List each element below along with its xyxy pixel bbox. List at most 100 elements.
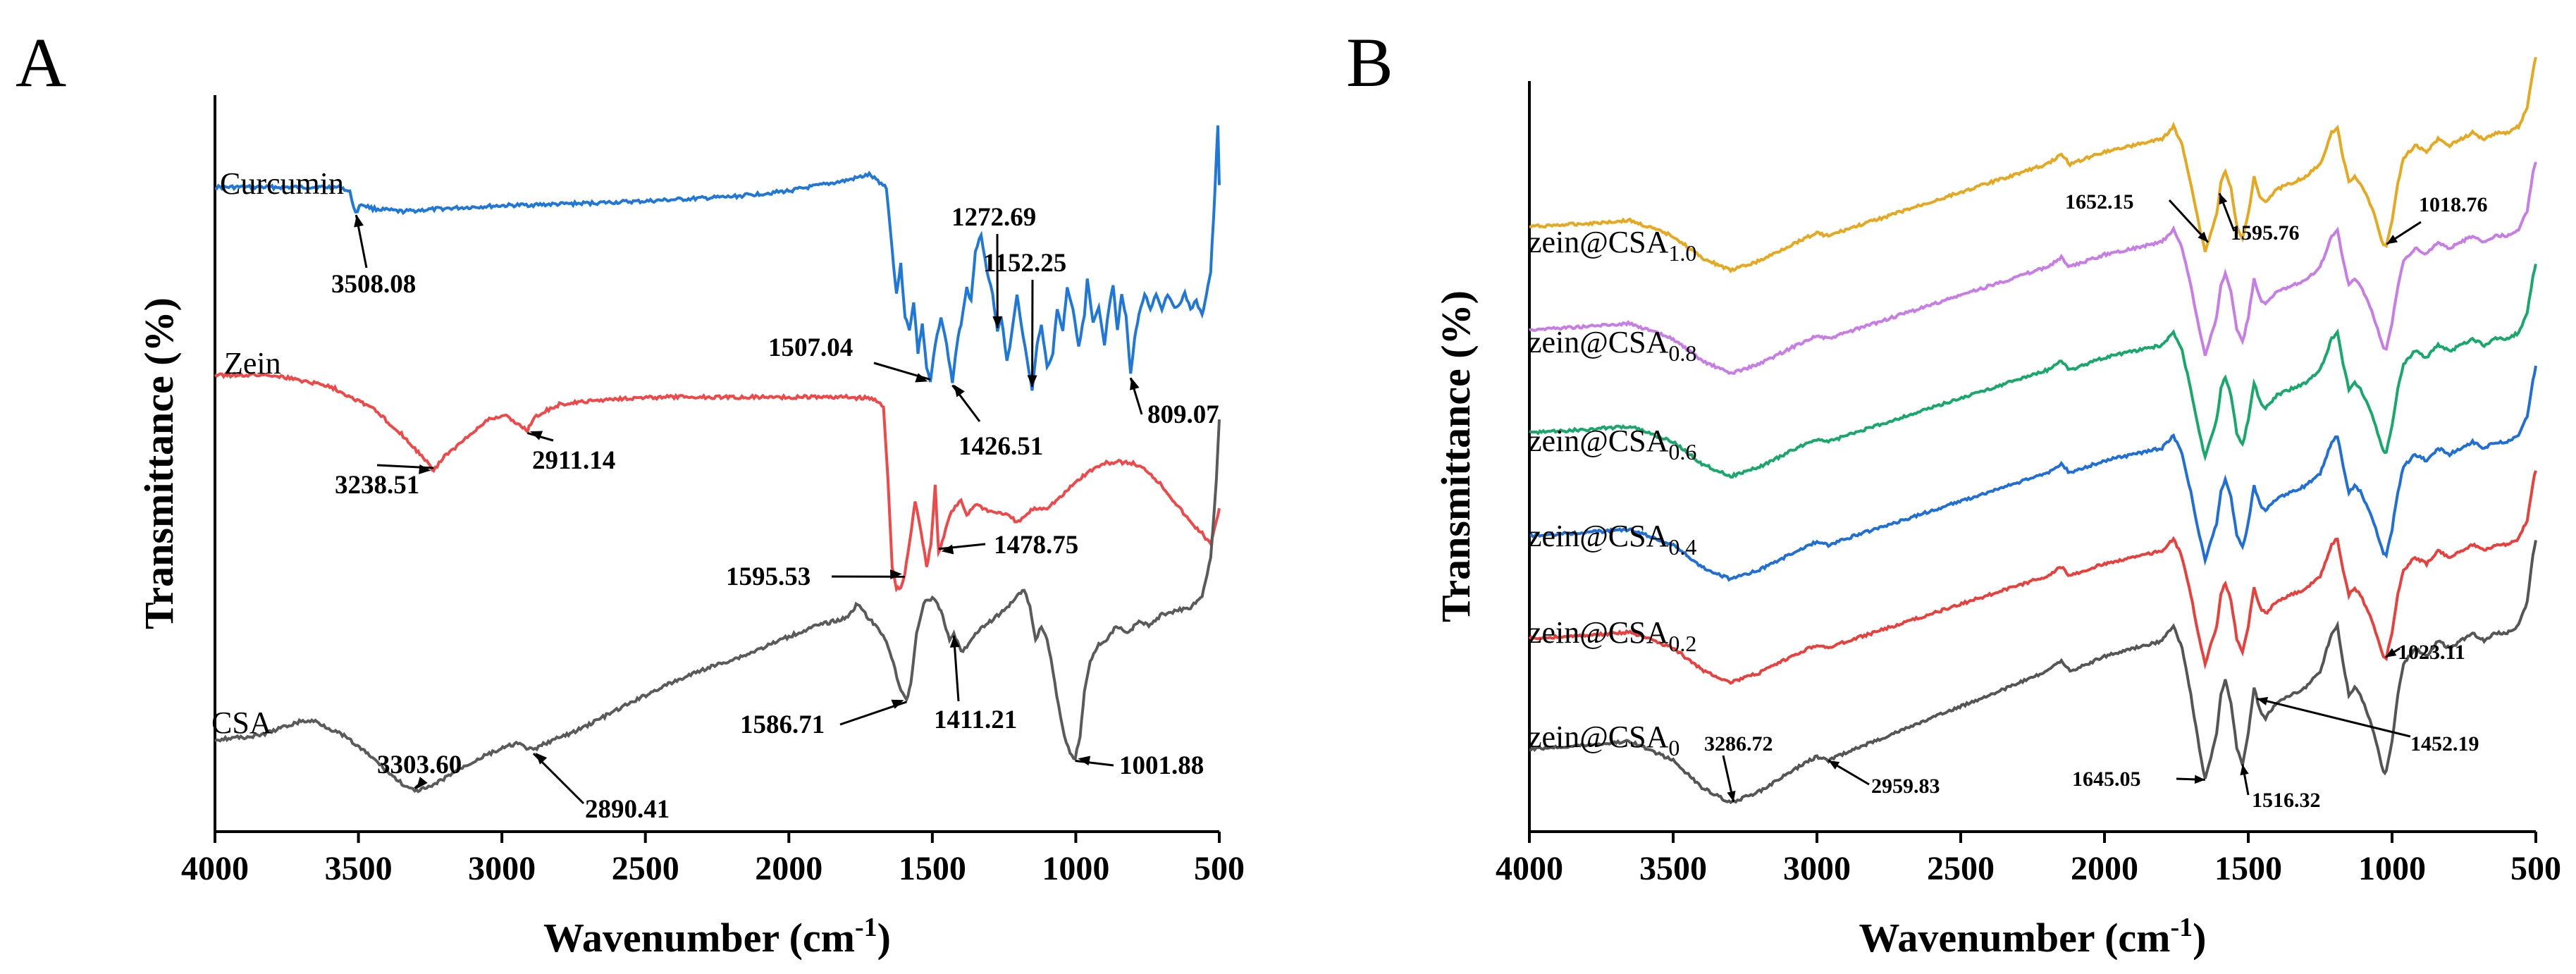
panel-b-letter: B (1346, 23, 1393, 101)
panel-b-x-tick-label-1500: 1500 (2214, 850, 2282, 887)
annotation-arrowhead-3286-72 (1727, 790, 1736, 802)
annotation-arrowhead-1516-32 (2240, 764, 2249, 776)
panel-b: B 4000 3500 3000 2500 2000 1500 1000 500 Wavenum… (1346, 23, 2561, 961)
series-line-zein-csa0-2 (1528, 470, 2537, 685)
panel-a-annotations: 3508.08 1272.69 1152.25 1507.04 1426.51 809.0… (331, 203, 1219, 824)
annotation-arrow-1001-88 (1075, 760, 1114, 767)
annotation-1426-51: 1426.51 (959, 432, 1043, 461)
annotation-1272-69: 1272.69 (951, 203, 1036, 232)
annotation-arrowhead-3238-51 (419, 464, 431, 474)
annotation-arrowhead-1018-76 (2386, 235, 2398, 245)
panel-a-x-tick-label-2500: 2500 (612, 850, 679, 887)
annotation-1001-88: 1001.88 (1119, 751, 1204, 780)
annotation-1507-04: 1507.04 (768, 333, 853, 362)
series-label-zein-csa0-4: zein@CSA0.4 (1528, 519, 1696, 560)
panel-a-lines (214, 125, 1221, 794)
annotation-arrowhead-1426-51 (954, 384, 965, 397)
annotation-arrowhead-1411-21 (949, 635, 960, 648)
annotation-arrow-1452-19 (2256, 697, 2411, 738)
panel-b-x-tick-label-1000: 1000 (2358, 850, 2426, 887)
annotation-1411-21: 1411.21 (934, 705, 1017, 734)
annotation-1595-53: 1595.53 (726, 562, 811, 591)
annotation-1478-75: 1478.75 (994, 531, 1078, 560)
panel-a-x-tick-label-3500: 3500 (325, 850, 393, 887)
series-label-zein-csa1-0: zein@CSA1.0 (1528, 225, 1696, 266)
series-line-zein-csa0-4 (1529, 365, 2537, 582)
annotation-arrowhead-1507-04 (915, 373, 928, 383)
annotation-arrowhead-1272-69 (992, 316, 1003, 328)
panel-b-x-tick-label-4000: 4000 (1496, 850, 1563, 887)
annotation-arrowhead-2911-14 (530, 431, 543, 440)
annotation-2959-83: 2959.83 (1871, 775, 1940, 798)
annotation-3508-08: 3508.08 (331, 270, 416, 299)
panel-b-y-axis-label: Transmittance (%) (1433, 290, 1479, 622)
series-line-curcumin (214, 125, 1221, 391)
annotation-arrowhead-3508-08 (354, 214, 364, 228)
panel-a: A 4000 3500 3000 2500 2000 1500 1000 500 Wavenum… (16, 23, 1245, 961)
panel-b-annotations: 1652.15 1595.76 1018.76 1023.11 3286.72 2959.… (1704, 190, 2488, 812)
panel-a-y-axis-label: Transmittance (%) (136, 297, 182, 629)
panel-b-x-tick-label-3000: 3000 (1783, 850, 1851, 887)
annotation-2911-14: 2911.14 (532, 446, 615, 475)
series-label-csa: CSA (211, 705, 272, 740)
panel-a-x-tick-label-2000: 2000 (755, 850, 822, 887)
annotation-arrowhead-1595-53 (889, 569, 902, 579)
annotation-arrowhead-1152-25 (1027, 375, 1037, 387)
series-line-zein-csa0-6 (1529, 264, 2537, 479)
panel-a-x-tick-label-3000: 3000 (468, 850, 536, 887)
series-label-zein: Zein (224, 346, 281, 381)
annotation-arrowhead-2959-83 (1828, 760, 1840, 770)
annotation-1152-25: 1152.25 (983, 249, 1066, 278)
series-line-zein (214, 371, 1221, 593)
annotation-3303-60: 3303.60 (377, 751, 462, 779)
series-label-zein-csa0-6: zein@CSA0.6 (1528, 424, 1696, 464)
annotation-3286-72: 3286.72 (1704, 732, 1773, 756)
series-line-csa (214, 419, 1221, 794)
annotation-arrowhead-2890-41 (535, 752, 548, 765)
panel-b-x-axis-label: Wavenumber (cm-1) (1859, 913, 2207, 961)
series-line-zein-csa1-0 (1529, 56, 2537, 273)
annotation-arrowhead-1478-75 (941, 544, 954, 555)
annotation-arrowhead-1001-88 (1078, 756, 1091, 766)
annotation-arrowhead-1452-19 (2257, 696, 2269, 705)
panel-b-x-tick-label-500: 500 (2510, 850, 2561, 887)
panel-b-x-tick-label-2500: 2500 (1927, 850, 1995, 887)
annotation-arrowhead-809-07 (1130, 377, 1140, 390)
series-label-curcumin: Curcumin (220, 166, 344, 201)
annotation-1018-76: 1018.76 (2419, 193, 2488, 216)
panel-b-x-tick-label-2000: 2000 (2071, 850, 2138, 887)
annotation-arrowhead-1652-15 (2198, 231, 2208, 242)
annotation-1516-32: 1516.32 (2252, 789, 2321, 812)
panel-a-x-tick-label-500: 500 (1194, 850, 1245, 887)
panel-a-axes: 4000 3500 3000 2500 2000 1500 1000 500 Wavenumbe… (136, 95, 1245, 961)
panel-a-x-tick-label-4000: 4000 (181, 850, 249, 887)
series-line-zein-csa0-8 (1529, 161, 2537, 376)
panel-b-x-tick-label-3500: 3500 (1639, 850, 1707, 887)
series-label-zein-csa0: zein@CSA0 (1528, 720, 1680, 760)
annotation-1652-15: 1652.15 (2065, 190, 2134, 214)
annotation-arrowhead-1586-71 (891, 699, 904, 709)
series-label-zein-csa0-8: zein@CSA0.8 (1528, 325, 1696, 366)
panel-a-x-axis-label: Wavenumber (cm-1) (543, 913, 891, 961)
annotation-1645-05: 1645.05 (2072, 768, 2141, 791)
annotation-2890-41: 2890.41 (585, 795, 670, 824)
panel-a-series-labels: Curcumin Zein CSA (211, 166, 344, 740)
annotation-3238-51: 3238.51 (335, 471, 419, 500)
annotation-arrow-1478-75 (938, 543, 986, 550)
panel-b-lines (1528, 56, 2537, 804)
annotation-1586-71: 1586.71 (740, 710, 825, 739)
annotation-1452-19: 1452.19 (2410, 732, 2479, 756)
annotation-1595-76: 1595.76 (2231, 221, 2300, 245)
annotation-arrowhead-1023-11 (2385, 648, 2397, 658)
panel-a-x-tick-label-1500: 1500 (899, 850, 966, 887)
annotation-809-07: 809.07 (1147, 400, 1219, 429)
annotation-arrowhead-1595-76 (2219, 193, 2228, 205)
panel-a-x-tick-label-1000: 1000 (1042, 850, 1109, 887)
panel-b-axes: 4000 3500 3000 2500 2000 1500 1000 500 Wavenumbe… (1433, 81, 2561, 961)
annotation-1023-11: 1023.11 (2398, 641, 2465, 664)
series-label-zein-csa0-2: zein@CSA0.2 (1528, 615, 1696, 656)
panel-a-letter: A (16, 23, 66, 101)
panel-b-series-labels: zein@CSA1.0 zein@CSA0.8 zein@CSA0.6 zein@CS… (1528, 225, 1696, 760)
annotation-arrowhead-3303-60 (416, 777, 428, 789)
